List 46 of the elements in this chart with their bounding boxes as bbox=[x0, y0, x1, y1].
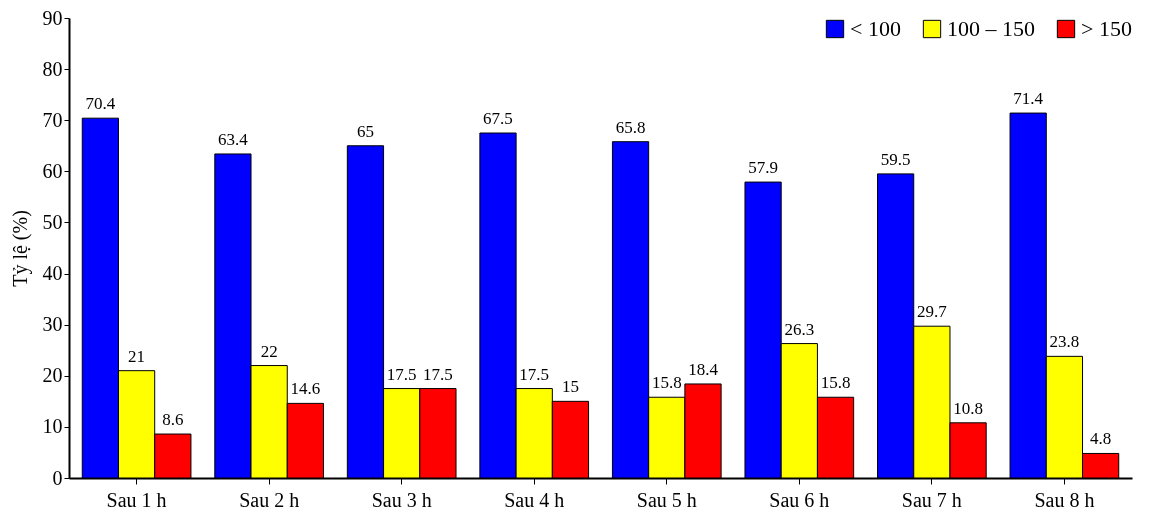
legend-label: < 100 bbox=[850, 16, 901, 41]
data-label: 22 bbox=[260, 341, 278, 361]
data-label: 26.3 bbox=[784, 319, 815, 339]
data-label: 10.8 bbox=[953, 398, 983, 418]
x-tick-label: Sau 8 h bbox=[1034, 488, 1095, 511]
x-tick-label: Sau 3 h bbox=[371, 488, 432, 511]
x-tick-label: Sau 1 h bbox=[106, 488, 167, 511]
y-axis-title: Tỷ lệ (%) bbox=[8, 210, 32, 287]
data-label: 65 bbox=[356, 121, 374, 141]
data-label: 23.8 bbox=[1049, 332, 1080, 352]
y-tick-label: 50 bbox=[42, 210, 63, 233]
y-tick-label: 10 bbox=[42, 415, 63, 438]
y-tick-label: 20 bbox=[42, 364, 63, 387]
x-tick-label: Sau 6 h bbox=[769, 488, 830, 511]
y-tick-label: 30 bbox=[42, 313, 63, 336]
data-label: 57.9 bbox=[748, 158, 778, 178]
data-label: 59.5 bbox=[880, 149, 911, 169]
x-tick-label: Sau 5 h bbox=[636, 488, 697, 511]
data-label: 14.6 bbox=[290, 379, 321, 399]
y-tick-label: 40 bbox=[42, 262, 63, 285]
y-tick-label: 80 bbox=[42, 57, 63, 80]
data-label: 17.5 bbox=[423, 364, 453, 384]
data-label: 17.5 bbox=[386, 364, 417, 384]
data-label: 67.5 bbox=[483, 109, 513, 128]
legend-label: 100 – 150 bbox=[947, 16, 1035, 41]
data-label: 15.8 bbox=[651, 373, 682, 393]
data-label: 71.4 bbox=[1013, 89, 1044, 109]
data-label: 70.4 bbox=[85, 94, 116, 114]
data-label: 8.6 bbox=[162, 410, 184, 430]
data-label: 65.8 bbox=[615, 117, 646, 137]
y-tick-label: 90 bbox=[42, 6, 63, 29]
data-label: 17.5 bbox=[519, 364, 550, 384]
y-tick-label: 0 bbox=[52, 466, 63, 489]
data-label: 21 bbox=[128, 346, 146, 366]
x-tick-label: Sau 7 h bbox=[901, 488, 962, 511]
legend-label: > 150 bbox=[1081, 16, 1132, 41]
data-label: 18.4 bbox=[688, 359, 719, 379]
data-label: 63.4 bbox=[218, 129, 249, 149]
x-tick-label: Sau 2 h bbox=[239, 488, 300, 511]
y-tick-label: 60 bbox=[42, 159, 63, 182]
data-label: 4.8 bbox=[1090, 429, 1112, 449]
data-label: 15 bbox=[561, 377, 579, 397]
y-tick-label: 70 bbox=[42, 108, 63, 131]
data-label: 29.7 bbox=[916, 302, 948, 322]
x-tick-label: Sau 4 h bbox=[504, 488, 565, 511]
data-label: 15.8 bbox=[820, 373, 851, 393]
